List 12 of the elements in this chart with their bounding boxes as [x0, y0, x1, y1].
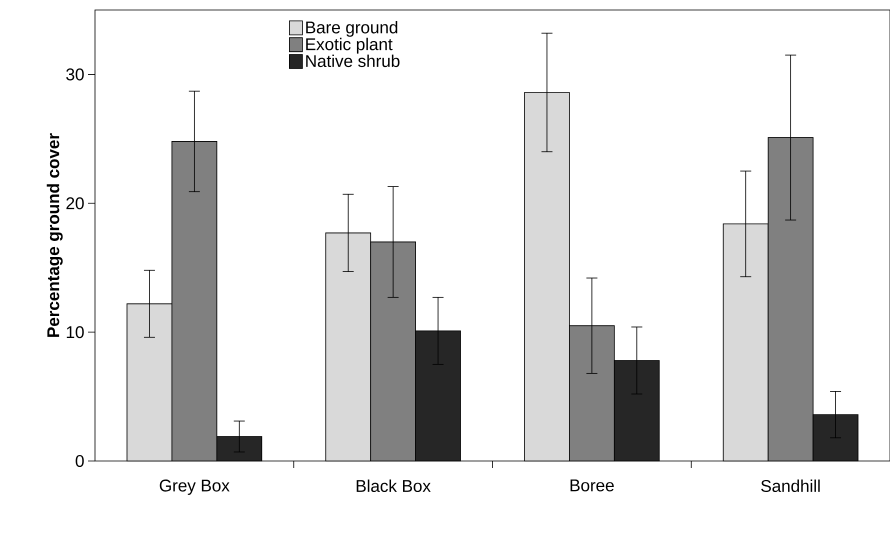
y-axis-title: Percentage ground cover [46, 133, 63, 337]
y-tick-label: 20 [66, 197, 84, 210]
legend-label: Bare ground [306, 20, 398, 37]
legend-label: Exotic plant [306, 38, 393, 54]
x-tick-label: Sandhill [761, 480, 820, 492]
legend-label: Native shrub [306, 54, 400, 68]
x-tick-label: Grey Box [160, 480, 230, 495]
y-tick-label: 10 [66, 326, 84, 338]
x-tick-label: Boree [570, 480, 614, 492]
x-tick-label: Black Box [356, 480, 431, 492]
y-tick-label: 0 [76, 454, 84, 468]
y-tick-label: 30 [66, 68, 84, 80]
